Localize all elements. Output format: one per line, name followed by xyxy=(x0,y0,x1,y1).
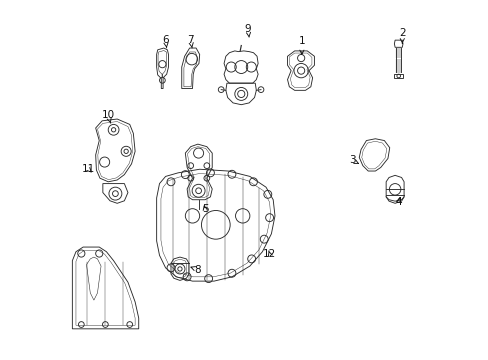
Text: 3: 3 xyxy=(348,155,358,165)
Text: 5: 5 xyxy=(202,204,208,215)
Text: 10: 10 xyxy=(102,111,115,123)
Text: 8: 8 xyxy=(190,265,201,275)
Text: 6: 6 xyxy=(162,35,168,48)
Text: 4: 4 xyxy=(395,197,401,207)
Text: 11: 11 xyxy=(81,164,95,174)
Text: 9: 9 xyxy=(244,24,251,37)
Text: 1: 1 xyxy=(298,36,305,54)
Text: 12: 12 xyxy=(263,248,276,258)
Text: 2: 2 xyxy=(398,28,405,44)
Text: 7: 7 xyxy=(187,35,194,48)
